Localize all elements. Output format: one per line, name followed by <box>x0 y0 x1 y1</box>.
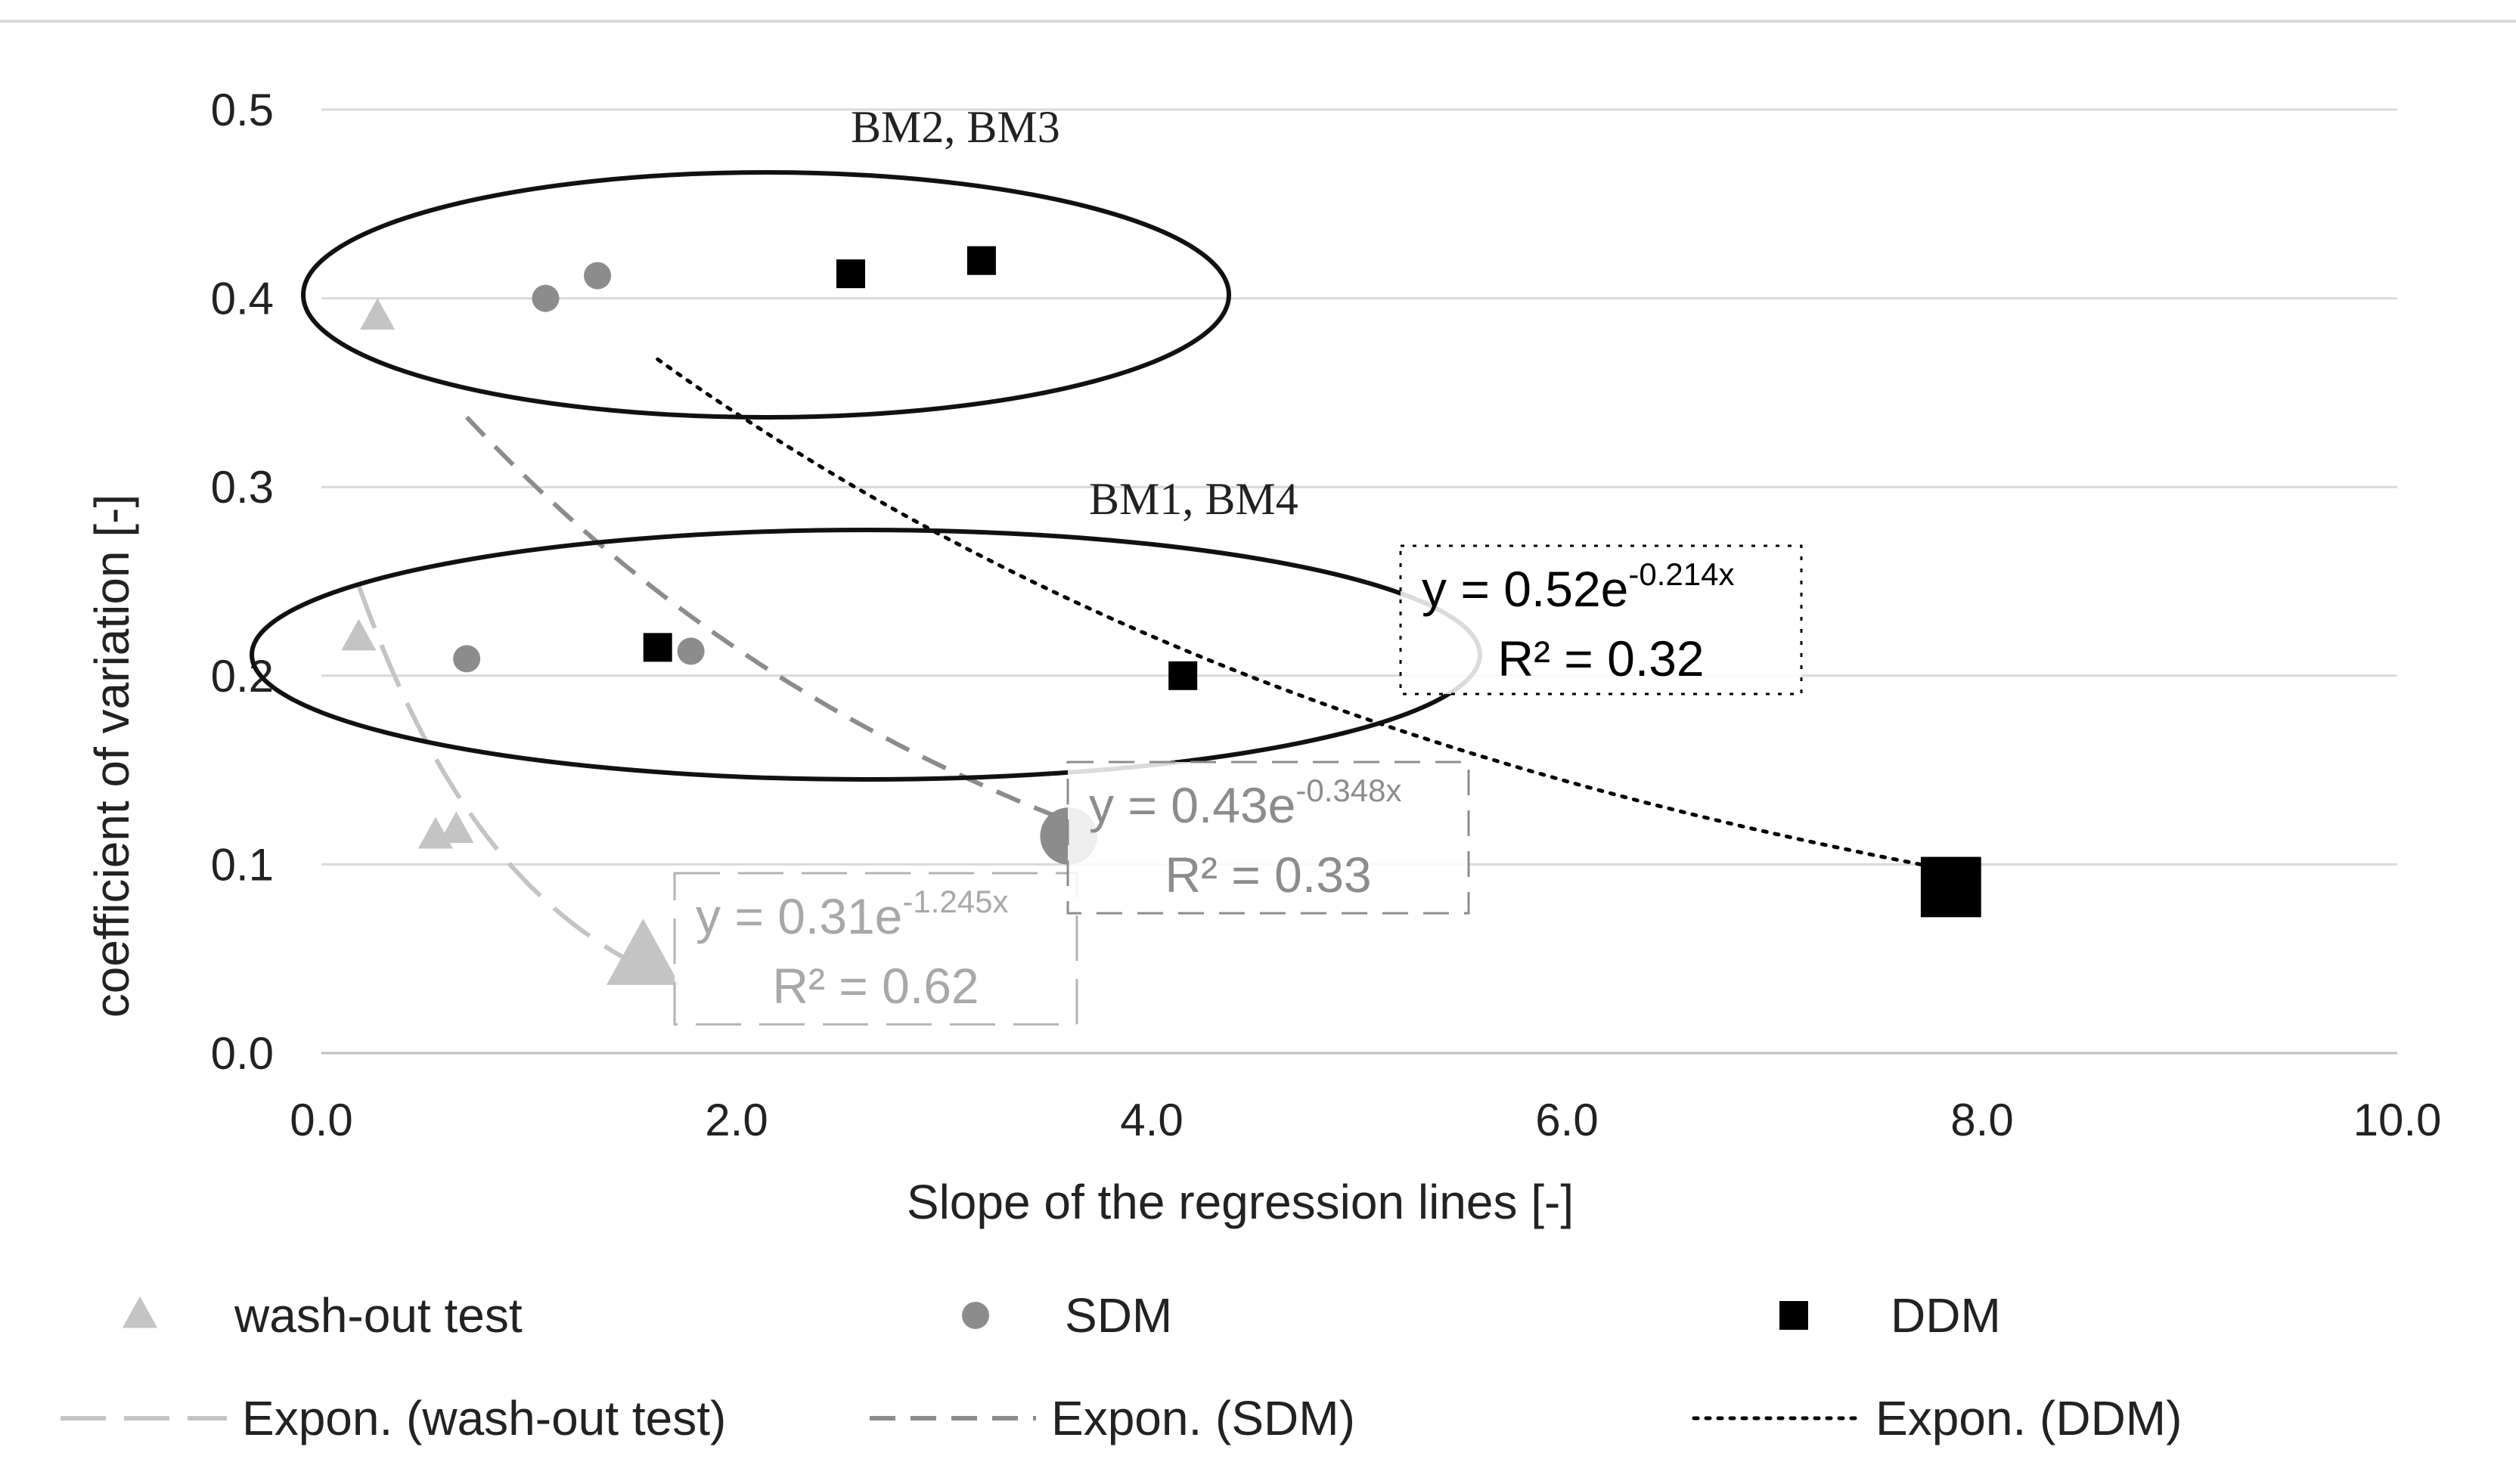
point-square-2-3 <box>1168 661 1198 690</box>
ellipse-bm1-bm4 <box>250 528 1482 782</box>
point-circle-1-0 <box>532 284 560 312</box>
equation-box-2 <box>1399 544 1803 696</box>
y-tick-label: 0.5 <box>211 85 274 135</box>
x-axis-tick-labels: 0.0 2.0 4.0 6.0 8.0 10.0 <box>290 1095 2441 1145</box>
legend: wash-out test SDM DDM Expon. (wash-out test… <box>60 1288 2182 1445</box>
legend-label: Expon. (SDM) <box>1051 1391 1355 1445</box>
annotation-bm1-bm4: BM1, BM4 <box>1089 474 1298 524</box>
point-triangle-0-3 <box>439 811 474 843</box>
y-tick-label: 0.4 <box>211 274 274 324</box>
point-square-2-4 <box>1920 857 1981 918</box>
trendline-0 <box>356 584 644 971</box>
point-triangle-0-0 <box>360 298 396 330</box>
point-triangle-0-1 <box>341 618 377 651</box>
point-square-2-0 <box>836 259 865 289</box>
trendline-2 <box>656 357 1953 872</box>
equation-r2-2: R² = 0.32 <box>1497 630 1704 686</box>
x-tick-label: 6.0 <box>1535 1095 1598 1145</box>
equation-exponent: -1.245x <box>902 884 1008 919</box>
x-tick-label: 2.0 <box>705 1095 768 1145</box>
legend-label: Expon. (DDM) <box>1875 1391 2182 1445</box>
legend-label: wash-out test <box>234 1288 523 1343</box>
point-square-2-1 <box>966 246 996 275</box>
equation-text-1: y = 0.43e-0.348x <box>1089 773 1401 833</box>
equation-text-2: y = 0.52e-0.214x <box>1422 556 1734 617</box>
equation-prefix: y = 0.43e <box>1089 777 1295 833</box>
legend-label: DDM <box>1891 1288 2001 1343</box>
y-axis-tick-labels: 0.0 0.1 0.2 0.3 0.4 0.5 <box>211 85 274 1079</box>
y-tick-label: 0.0 <box>211 1028 274 1079</box>
legend-label: Expon. (wash-out test) <box>242 1391 726 1445</box>
x-tick-label: 4.0 <box>1120 1095 1183 1145</box>
x-tick-label: 10.0 <box>2353 1095 2442 1145</box>
legend-label: SDM <box>1065 1288 1172 1343</box>
equation-exponent: -0.348x <box>1295 773 1401 808</box>
equation-box-0 <box>673 872 1078 1026</box>
ellipse-bm2-bm3 <box>301 170 1231 420</box>
point-triangle-0-4 <box>606 919 680 985</box>
y-axis-title: coefficient of variation [-] <box>85 494 139 1018</box>
point-circle-1-3 <box>677 637 705 665</box>
legend-marker-triangle <box>122 1296 158 1328</box>
annotation-bm2-bm3: BM2, BM3 <box>851 102 1060 152</box>
x-tick-label: 8.0 <box>1950 1095 2013 1145</box>
point-circle-1-1 <box>584 262 612 290</box>
equation-text-0: y = 0.31e-1.245x <box>696 884 1008 944</box>
y-tick-label: 0.1 <box>211 839 274 890</box>
equation-r2-0: R² = 0.62 <box>772 958 979 1014</box>
equation-prefix: y = 0.31e <box>696 888 902 944</box>
equation-r2-1: R² = 0.33 <box>1165 847 1371 903</box>
equation-prefix: y = 0.52e <box>1422 561 1628 617</box>
equation-box-1 <box>1066 761 1470 915</box>
x-tick-label: 0.0 <box>290 1095 352 1145</box>
point-circle-1-2 <box>453 645 481 673</box>
trendline-equations: y = 0.31e-1.245x R² = 0.62 y = 0.43e-0.348… <box>673 544 1803 1026</box>
legend-marker-square <box>1779 1301 1808 1330</box>
x-axis-title: Slope of the regression lines [-] <box>907 1175 1574 1229</box>
y-tick-label: 0.3 <box>211 462 274 513</box>
legend-marker-circle <box>962 1302 989 1329</box>
equation-exponent: -0.214x <box>1628 556 1734 592</box>
point-square-2-2 <box>643 633 672 662</box>
y-tick-label: 0.2 <box>211 651 274 702</box>
